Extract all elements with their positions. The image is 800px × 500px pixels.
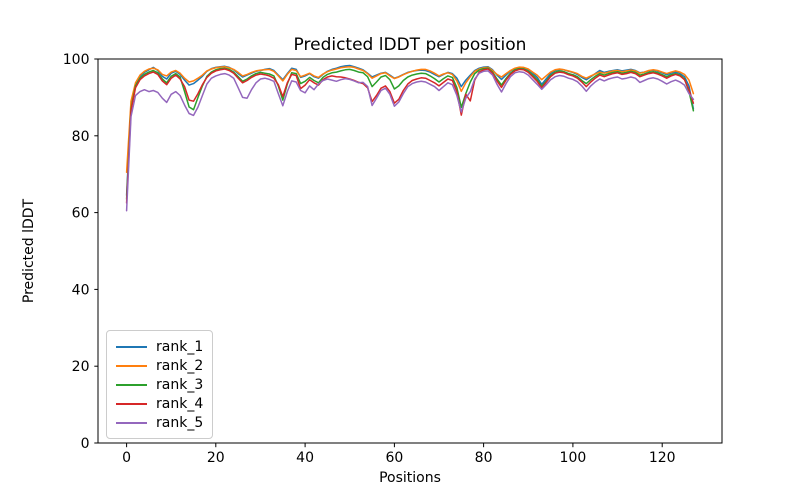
legend-entry-rank_2: rank_2	[116, 356, 203, 375]
x-tick-label: 100	[560, 450, 587, 466]
line-rank_3	[125, 67, 695, 200]
chart-title: Predicted lDDT per position	[294, 35, 527, 55]
legend-line-sample	[116, 364, 147, 367]
line-rank_4	[125, 68, 695, 204]
legend-line-sample	[116, 345, 147, 348]
legend-entry-rank_4: rank_4	[116, 394, 203, 413]
x-tick-label: 60	[385, 450, 403, 466]
y-axis-ticks: 0 20 40 60 80 100	[63, 52, 98, 452]
y-tick-label: 100	[63, 52, 90, 68]
legend-label: rank_2	[156, 357, 204, 374]
x-axis-label: Positions	[379, 470, 441, 486]
y-axis-label: Predicted lDDT	[21, 198, 37, 303]
y-tick-label: 80	[72, 129, 90, 145]
y-tick-label: 60	[72, 206, 90, 222]
line-rank_5	[125, 70, 695, 212]
x-axis-ticks: 0 20 40 60 80 100 120	[122, 443, 676, 466]
x-tick-label: 0	[122, 450, 131, 466]
legend-line-sample	[116, 402, 147, 405]
x-tick-label: 20	[207, 450, 225, 466]
y-tick-label: 40	[72, 282, 90, 298]
axes-box	[97, 58, 723, 444]
x-tick-label: 80	[475, 450, 493, 466]
line-rank_2	[125, 65, 695, 174]
legend-line-sample	[116, 421, 147, 424]
x-tick-label: 120	[649, 450, 676, 466]
legend: rank_1 rank_2 rank_3 rank_4 rank_5	[106, 330, 214, 439]
legend-label: rank_4	[156, 395, 204, 412]
legend-entry-rank_3: rank_3	[116, 375, 203, 394]
x-tick-label: 40	[296, 450, 314, 466]
legend-label: rank_3	[156, 376, 204, 393]
legend-label: rank_1	[156, 338, 204, 355]
legend-label: rank_5	[156, 414, 204, 431]
legend-line-sample	[116, 383, 147, 386]
legend-entry-rank_5: rank_5	[116, 413, 203, 432]
y-tick-label: 0	[81, 436, 90, 452]
y-tick-label: 20	[72, 359, 90, 375]
legend-entry-rank_1: rank_1	[116, 337, 203, 356]
series-lines	[125, 64, 695, 212]
